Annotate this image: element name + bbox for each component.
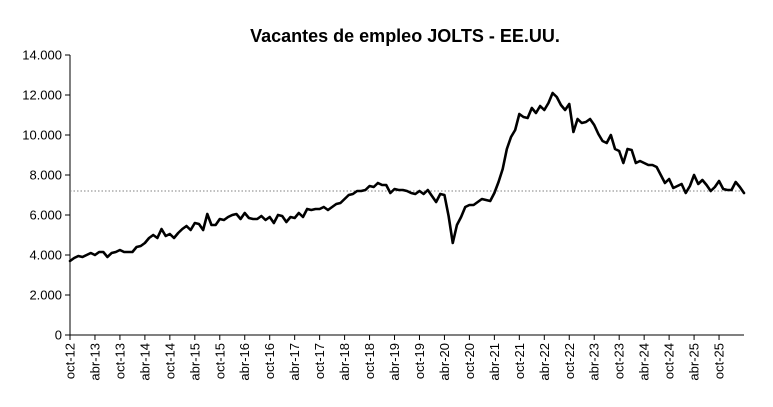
x-tick-label: oct-15 <box>212 343 227 379</box>
plot-area: 0 2.000 4.000 6.000 8.000 10.000 12.000 14.000 o… <box>22 48 746 381</box>
x-tick-label: abr-22 <box>537 343 552 381</box>
chart-title: Vacantes de empleo JOLTS - EE.UU. <box>250 26 560 46</box>
x-tick-label: oct-17 <box>312 343 327 379</box>
x-tick-label: oct-25 <box>712 343 727 379</box>
x-tick-label: abr-24 <box>637 343 652 381</box>
x-tick-label: abr-15 <box>187 343 202 381</box>
x-tick-label: oct-20 <box>462 343 477 379</box>
y-tick-label: 12.000 <box>22 88 62 103</box>
x-tick-label: oct-23 <box>612 343 627 379</box>
x-tick-label: oct-21 <box>512 343 527 379</box>
x-tick-label: oct-14 <box>162 343 177 379</box>
x-tick-label: abr-19 <box>387 343 402 381</box>
x-tick-label: oct-12 <box>63 343 78 379</box>
x-tick-label: abr-14 <box>137 343 152 381</box>
x-tick-label: abr-25 <box>687 343 702 381</box>
x-tick-label: abr-20 <box>437 343 452 381</box>
x-tick-label: abr-17 <box>287 343 302 381</box>
y-tick-label: 14.000 <box>22 48 62 63</box>
x-tick-label: abr-18 <box>337 343 352 381</box>
y-tick-label: 6.000 <box>29 208 62 223</box>
x-tick-label: abr-21 <box>487 343 502 381</box>
x-tick-label: oct-18 <box>362 343 377 379</box>
y-tick-label: 4.000 <box>29 248 62 263</box>
x-tick-label: oct-24 <box>662 343 677 379</box>
x-tick-label: abr-23 <box>587 343 602 381</box>
y-tick-label: 0 <box>55 328 62 343</box>
y-tick-label: 10.000 <box>22 128 62 143</box>
x-tick-label: oct-13 <box>112 343 127 379</box>
x-tick-label: oct-19 <box>412 343 427 379</box>
x-tick-label: oct-22 <box>562 343 577 379</box>
x-tick-label: abr-13 <box>87 343 102 381</box>
y-tick-label: 8.000 <box>29 168 62 183</box>
x-tick-label: oct-16 <box>262 343 277 379</box>
x-tick-label: abr-16 <box>237 343 252 381</box>
series-line <box>68 91 746 263</box>
y-tick-label: 2.000 <box>29 288 62 303</box>
